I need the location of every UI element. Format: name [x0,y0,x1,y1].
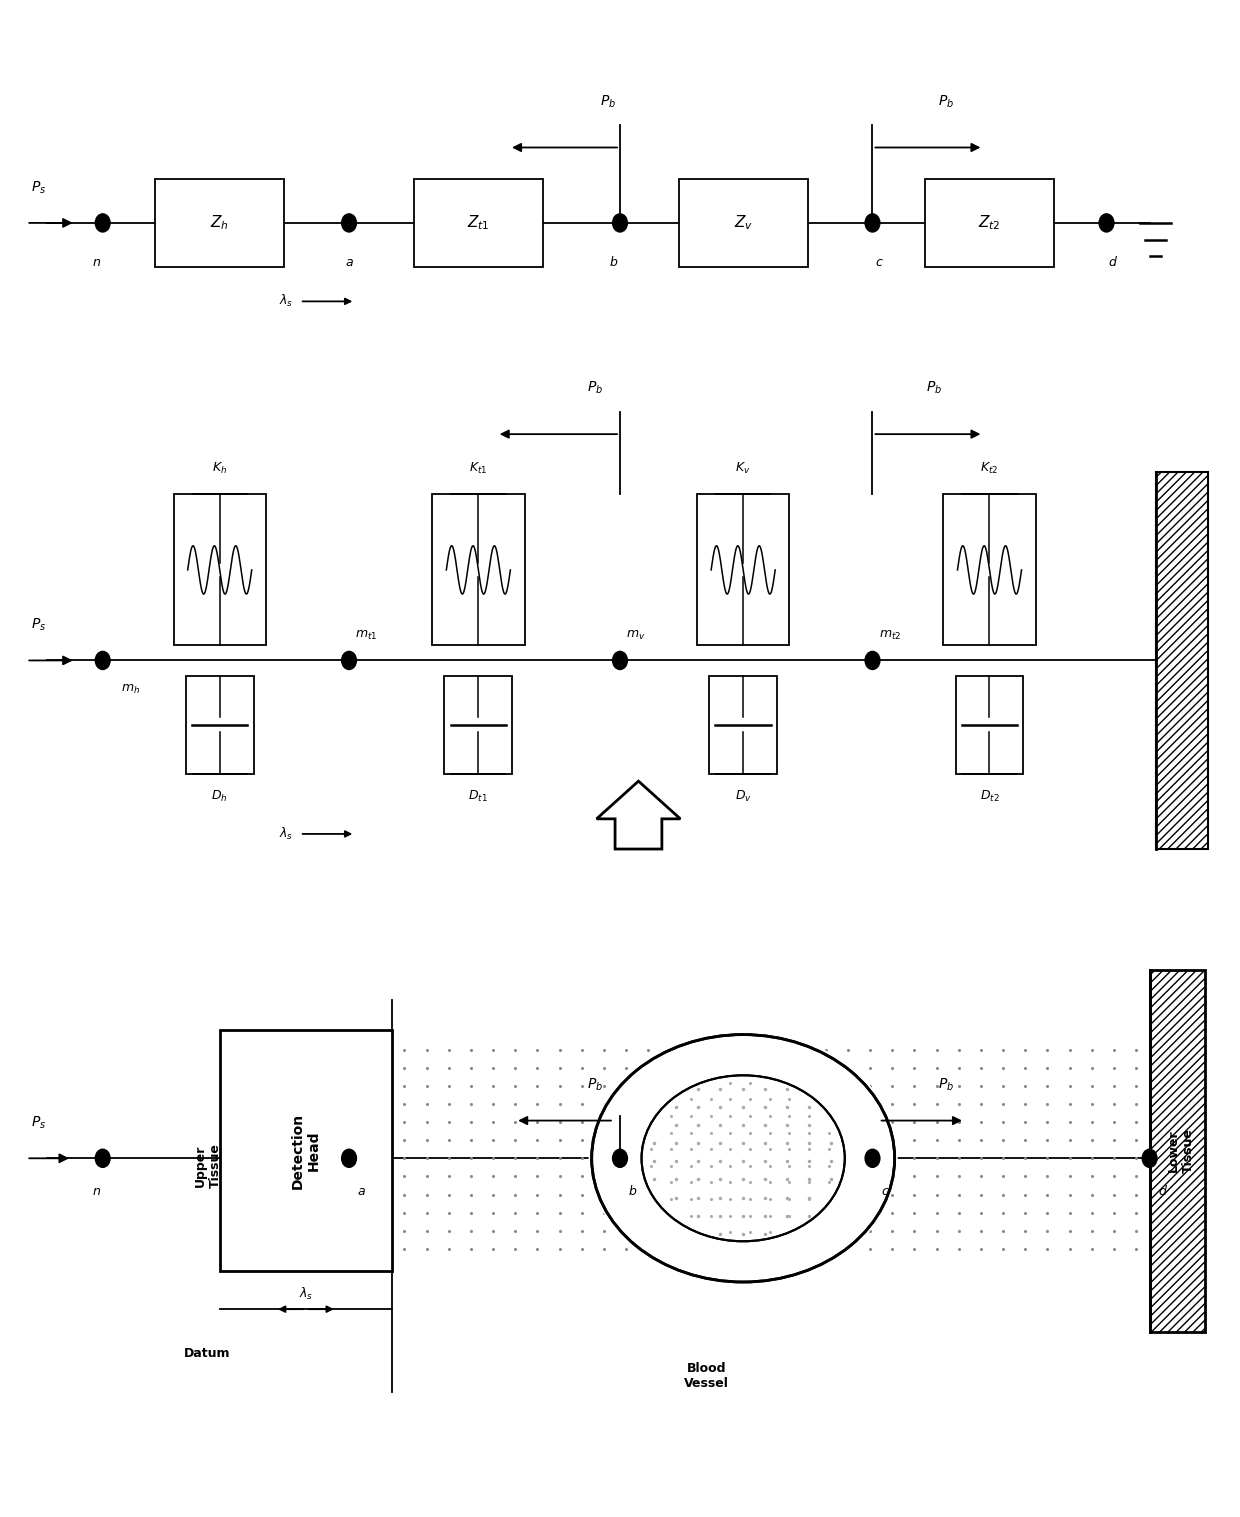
Text: $\lambda_s$: $\lambda_s$ [279,293,294,309]
Text: n: n [93,256,100,269]
Circle shape [342,651,356,669]
Circle shape [95,1150,110,1168]
Circle shape [95,214,110,232]
Text: b: b [610,256,618,269]
Text: a: a [357,1185,365,1198]
Bar [219,1030,392,1271]
Text: $K_{t2}$: $K_{t2}$ [981,461,998,476]
Text: $P_b$: $P_b$ [939,1077,955,1094]
Text: $Z_{t1}$: $Z_{t1}$ [467,214,490,232]
Bar [1149,969,1205,1332]
Circle shape [613,214,627,232]
Circle shape [866,214,880,232]
Text: $\lambda_s$: $\lambda_s$ [279,825,294,842]
Text: $P_s$: $P_s$ [31,1115,46,1132]
Text: Datum: Datum [185,1347,231,1359]
Bar [956,675,1023,774]
Text: $m_{t2}$: $m_{t2}$ [879,630,901,642]
Text: Detection
Head: Detection Head [291,1112,321,1189]
Bar [186,675,253,774]
Bar [1156,472,1208,850]
Circle shape [866,651,880,669]
Text: d: d [1109,256,1116,269]
Bar [155,179,284,267]
Circle shape [95,651,110,669]
Text: d: d [1158,1185,1166,1198]
Text: $P_b$: $P_b$ [600,94,616,109]
Text: $Z_{t2}$: $Z_{t2}$ [978,214,1001,232]
Text: $Z_v$: $Z_v$ [734,214,753,232]
Text: $P_b$: $P_b$ [588,381,604,396]
Text: $K_v$: $K_v$ [735,461,751,476]
Text: $P_b$: $P_b$ [588,1077,604,1094]
Text: Blood
Vessel: Blood Vessel [683,1362,729,1390]
Text: a: a [345,256,353,269]
Text: $P_s$: $P_s$ [31,179,46,196]
Text: $P_b$: $P_b$ [926,381,942,396]
Text: Upper
Tissue: Upper Tissue [193,1144,222,1188]
Text: $D_h$: $D_h$ [211,789,228,804]
Text: c: c [875,256,882,269]
Text: $K_{t1}$: $K_{t1}$ [469,461,487,476]
Bar [925,179,1054,267]
Bar [944,495,1035,645]
Circle shape [1142,1150,1157,1168]
Circle shape [613,651,627,669]
Bar [678,179,807,267]
Text: $m_h$: $m_h$ [122,683,140,696]
Text: $K_h$: $K_h$ [212,461,227,476]
Text: $P_s$: $P_s$ [31,617,46,633]
Text: n: n [93,1185,100,1198]
Bar [709,675,777,774]
Circle shape [342,1150,356,1168]
Text: $D_{t2}$: $D_{t2}$ [980,789,999,804]
Text: $\lambda_s$: $\lambda_s$ [299,1285,312,1302]
Bar [174,495,265,645]
Ellipse shape [589,1032,898,1286]
Circle shape [613,1150,627,1168]
Circle shape [342,214,356,232]
Text: Lower
Tissue: Lower Tissue [1167,1129,1194,1173]
Circle shape [1099,214,1114,232]
Bar [414,179,543,267]
Bar [433,495,525,645]
Text: $D_v$: $D_v$ [735,789,751,804]
Circle shape [866,1150,880,1168]
Bar [697,495,790,645]
Bar [444,675,512,774]
Text: $P_b$: $P_b$ [939,94,955,109]
Text: $Z_h$: $Z_h$ [211,214,229,232]
Text: $m_v$: $m_v$ [626,630,646,642]
Text: c: c [882,1185,888,1198]
Text: b: b [629,1185,636,1198]
Text: $D_{t1}$: $D_{t1}$ [469,789,489,804]
Text: $m_{t1}$: $m_{t1}$ [355,630,377,642]
FancyArrow shape [596,781,681,850]
